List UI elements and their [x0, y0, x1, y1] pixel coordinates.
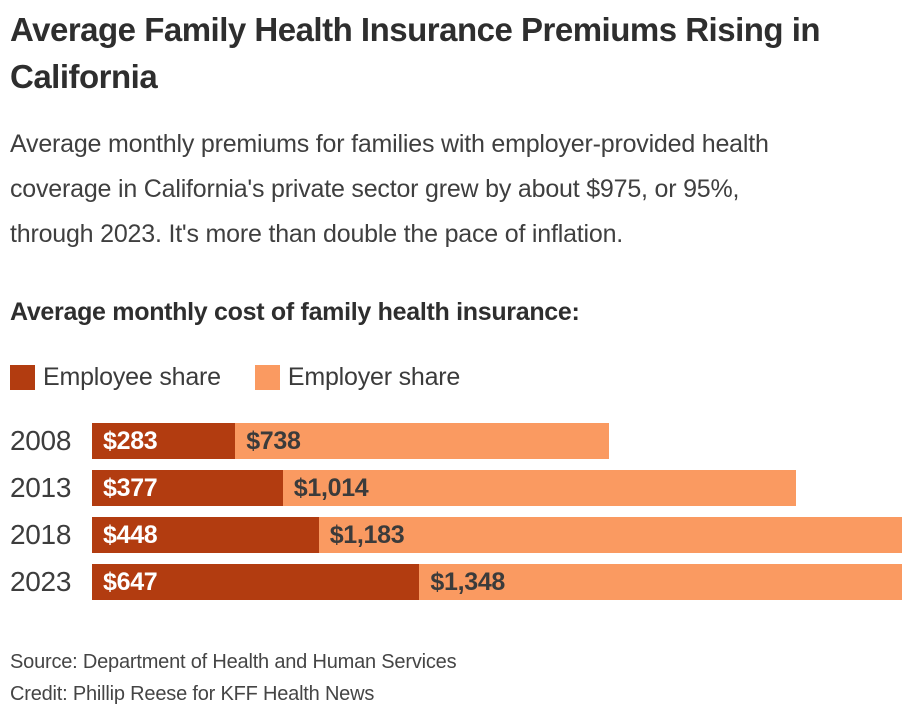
chart-description: Average monthly premiums for families wi… [10, 122, 902, 257]
legend-label-employee: Employee share [43, 363, 221, 391]
employee-value-label: $647 [103, 567, 158, 596]
employee-share-bar-segment: $377 [92, 470, 283, 506]
employer-value-label: $1,183 [329, 520, 405, 549]
employee-share-bar-segment: $448 [92, 517, 319, 553]
legend-label-employer: Employer share [287, 363, 461, 391]
title-line-2: California [10, 58, 158, 95]
title-line-1: Average Family Health Insurance Premiums… [10, 11, 821, 48]
category-label: 2018 [10, 519, 72, 550]
description-line-1: Average monthly premiums for families wi… [10, 130, 769, 158]
category-label: 2008 [10, 425, 72, 456]
chart-row: 2018 $448 $1,183 [10, 517, 902, 553]
employee-value-label: $448 [103, 520, 158, 549]
employee-share-swatch [10, 365, 35, 390]
employer-share-bar-segment: $738 [235, 423, 609, 459]
employer-value-label: $1,014 [293, 473, 369, 502]
employer-share-bar-segment: $1,014 [282, 470, 796, 506]
description-line-3: through 2023. It's more than double the … [10, 220, 624, 248]
source-line: Source: Department of Health and Human S… [10, 651, 457, 673]
employee-share-bar-segment: $283 [92, 423, 236, 459]
legend: Employee share Employer share [10, 363, 902, 392]
employee-share-bar-segment: $647 [92, 564, 420, 600]
bar-track: $283 $738 [92, 423, 902, 459]
stacked-bar-chart: 2008 $283 $738 2013 $377 $1,014 2018 $448 $1,183… [10, 423, 902, 600]
employer-share-bar-segment: $1,348 [419, 564, 902, 600]
bar-track: $647 $1,348 [92, 564, 902, 600]
page-title: Average Family Health Insurance Premiums… [10, 6, 902, 100]
employer-share-swatch [254, 365, 280, 390]
legend-item-employer: Employer share [254, 363, 461, 392]
chart-row: 2013 $377 $1,014 [10, 470, 902, 506]
chart-row: 2023 $647 $1,348 [10, 564, 902, 600]
chart-heading: Average monthly cost of family health in… [10, 298, 580, 326]
employer-value-label: $738 [246, 426, 301, 455]
credit-line: Credit: Phillip Reese for KFF Health New… [10, 683, 375, 705]
employer-share-bar-segment: $1,183 [318, 517, 902, 553]
description-line-2: coverage in California's private sector … [10, 175, 740, 203]
category-label: 2023 [10, 566, 72, 597]
employee-value-label: $377 [103, 473, 158, 502]
legend-item-employee: Employee share [10, 363, 221, 392]
chart-row: 2008 $283 $738 [10, 423, 902, 459]
employee-value-label: $283 [103, 426, 158, 455]
employer-value-label: $1,348 [430, 567, 506, 596]
category-label: 2013 [10, 472, 72, 503]
bar-track: $377 $1,014 [92, 470, 902, 506]
attribution: Source: Department of Health and Human S… [10, 646, 902, 710]
bar-track: $448 $1,183 [92, 517, 902, 553]
